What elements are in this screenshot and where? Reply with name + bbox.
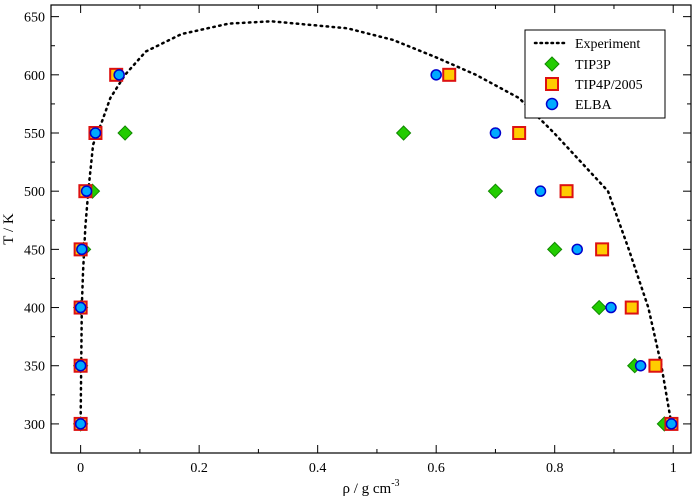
x-tick-label: 0.6 — [427, 461, 445, 476]
point-elba — [605, 301, 617, 314]
point-tip4p2005 — [624, 300, 639, 315]
point-elba — [634, 359, 647, 372]
point-elba — [89, 127, 102, 139]
legend-symbol-elba — [545, 97, 559, 111]
y-tick-label: 600 — [24, 69, 45, 84]
legend-item-experiment: Experiment — [533, 37, 640, 52]
y-tick-label: 450 — [24, 243, 45, 258]
point-elba — [113, 69, 125, 81]
point-elba — [74, 301, 87, 314]
x-tick-label: 0 — [77, 461, 84, 476]
x-tick-label: 1 — [670, 461, 677, 476]
point-tip4p2005 — [442, 67, 457, 82]
point-tip4p2005 — [559, 184, 574, 199]
x-axis-label: ρ / g cm-3 — [342, 478, 399, 497]
point-elba — [571, 243, 583, 256]
point-tip4p2005 — [595, 242, 610, 257]
legend-item-elba: ELBA — [545, 97, 612, 113]
point-tip3p — [487, 183, 504, 199]
legend: Experiment TIP3P TIP4P/2005 ELBA — [524, 29, 666, 119]
y-tick-label: 500 — [24, 185, 45, 200]
legend-symbol-tip3p — [544, 56, 560, 72]
legend-item-tip4p2005: TIP4P/2005 — [545, 77, 643, 93]
point-tip3p — [546, 241, 563, 258]
series-line-experiment — [79, 20, 673, 426]
series-layer — [72, 20, 679, 432]
point-tip4p2005 — [512, 126, 527, 140]
y-axis-label: T / K — [1, 213, 17, 245]
y-tick-label: 300 — [24, 418, 45, 433]
point-elba — [76, 243, 88, 256]
point-tip3p — [395, 125, 412, 141]
x-axis-label-superscript: -3 — [391, 478, 399, 489]
point-elba — [80, 185, 93, 197]
x-tick-label: 0.4 — [309, 461, 327, 476]
point-tip3p — [117, 125, 133, 141]
y-tick-label: 350 — [24, 360, 45, 375]
legend-item-tip3p: TIP3P — [544, 56, 611, 73]
legend-label-tip4p2005: TIP4P/2005 — [575, 78, 643, 93]
y-tick-label: 550 — [24, 127, 45, 142]
point-elba — [430, 69, 442, 81]
axis-ticks: 0 0.2 0.4 0.6 0.8 1 300 350 400 450 500 550 600 650 — [24, 5, 691, 476]
point-elba — [489, 127, 502, 139]
point-elba — [665, 418, 678, 430]
y-tick-label: 650 — [24, 11, 45, 26]
x-tick-label: 0.2 — [190, 461, 208, 476]
y-tick-label: 400 — [24, 302, 45, 317]
x-tick-label: 0.8 — [546, 461, 564, 476]
legend-label-experiment: Experiment — [575, 37, 640, 52]
point-tip3p — [591, 299, 607, 316]
legend-symbol-tip4p2005 — [545, 77, 559, 91]
point-tip4p2005 — [648, 358, 663, 373]
point-elba — [74, 418, 87, 430]
point-elba — [74, 359, 87, 372]
legend-label-elba: ELBA — [575, 98, 612, 113]
legend-label-tip3p: TIP3P — [575, 58, 611, 73]
point-elba — [534, 185, 547, 197]
